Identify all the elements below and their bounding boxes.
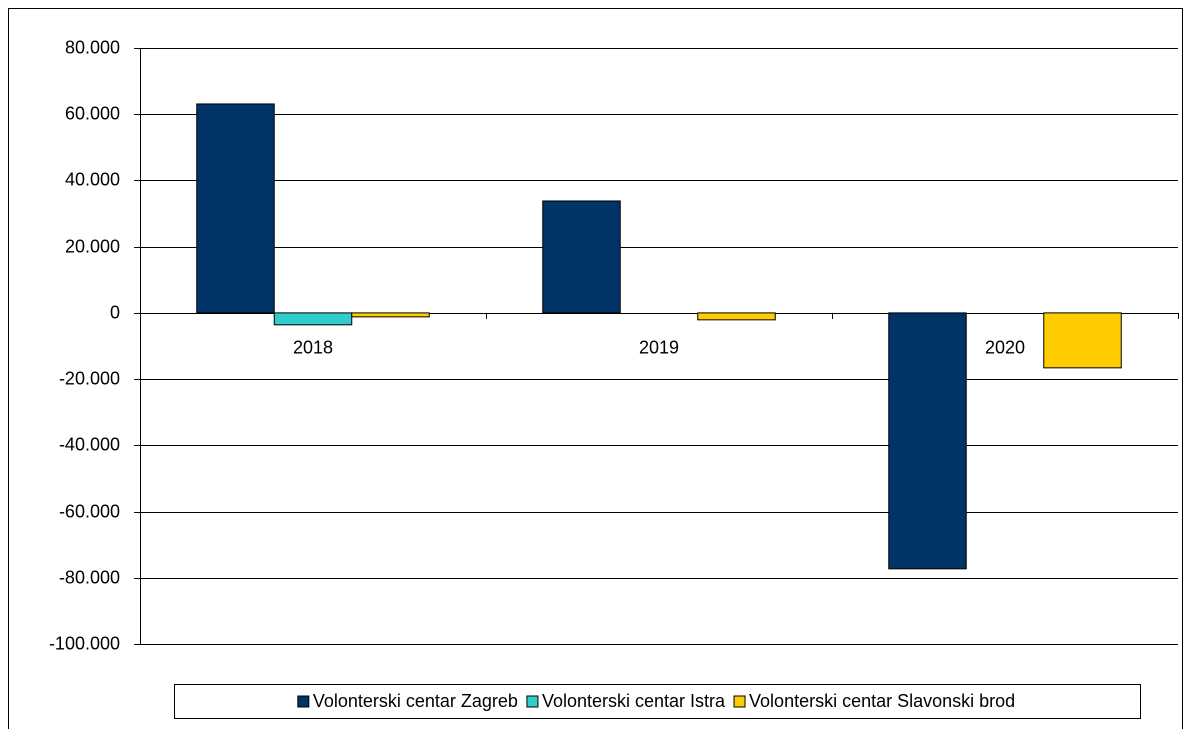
- y-tick-label: 20.000: [65, 236, 120, 256]
- y-tick-label: 60.000: [65, 103, 120, 123]
- y-tick-label: -40.000: [59, 434, 120, 454]
- chart-border: [8, 8, 1183, 729]
- legend-swatch: [733, 695, 746, 708]
- y-tick-label: 80.000: [65, 37, 120, 57]
- bar: [351, 312, 430, 318]
- bar: [196, 103, 275, 314]
- legend-label: Volonterski centar Istra: [542, 691, 726, 711]
- x-tick-label: 2018: [293, 338, 333, 358]
- legend-label: Volonterski centar Slavonski brod: [749, 691, 1015, 711]
- legend-swatch: [297, 695, 310, 708]
- legend-box: [174, 684, 1141, 719]
- bar: [1043, 312, 1122, 369]
- y-tick-label: 40.000: [65, 169, 120, 189]
- bar: [542, 200, 621, 314]
- legend-swatch: [526, 695, 539, 708]
- y-tick-label: 0: [110, 302, 120, 322]
- bar: [697, 312, 776, 321]
- bar: [273, 312, 353, 326]
- x-tick-label: 2019: [639, 338, 679, 358]
- y-tick-label: -20.000: [59, 368, 120, 388]
- legend-label: Volonterski centar Zagreb: [313, 691, 518, 711]
- y-tick-label: -100.000: [49, 633, 120, 653]
- y-tick-label: -80.000: [59, 567, 120, 587]
- x-tick-label: 2020: [985, 338, 1025, 358]
- bar: [888, 312, 967, 570]
- y-tick-label: -60.000: [59, 501, 120, 521]
